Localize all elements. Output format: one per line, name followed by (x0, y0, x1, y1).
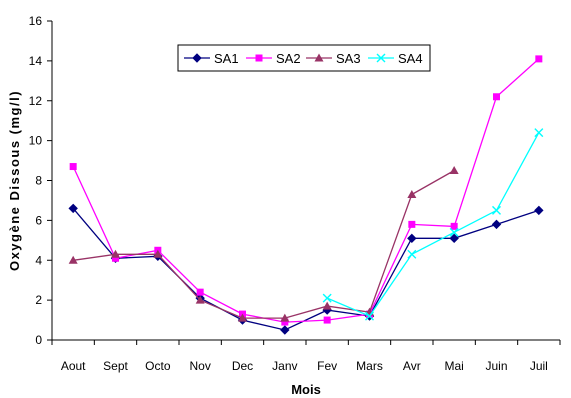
x-tick-label: Dec (232, 359, 253, 373)
series-line (326, 132, 540, 317)
data-point (407, 189, 417, 198)
x-tick-label: Mars (356, 359, 383, 373)
data-point (323, 316, 331, 324)
y-tick-label: 8 (35, 174, 42, 188)
data-point (69, 163, 77, 171)
y-axis-ticks: 0 2 4 6 8 10 12 14 16 (29, 14, 52, 347)
legend-marker (255, 54, 263, 62)
x-axis-ticks: Aout Sept Octo Nov Dec Janv Fev Mars Avr Mai Juin J… (51, 340, 561, 373)
data-point (280, 313, 290, 322)
data-point (196, 288, 204, 296)
legend-label: SA3 (336, 51, 361, 66)
data-point (238, 313, 247, 322)
y-tick-label: 2 (35, 293, 42, 307)
legend-marker (314, 53, 324, 62)
marker-stroke (322, 293, 332, 303)
data-point (534, 128, 544, 138)
data-point (534, 205, 544, 216)
legend-entry-sa4: SA4 (368, 51, 423, 66)
series-sa4 (322, 128, 544, 321)
series-layer (68, 55, 544, 335)
marker-stroke (407, 249, 417, 259)
x-tick-label: Janv (272, 359, 297, 373)
data-point (492, 205, 501, 215)
data-point (450, 222, 458, 230)
x-axis-title: Mois (291, 382, 321, 397)
series-sa3 (68, 166, 459, 322)
data-point (195, 295, 205, 304)
legend-label: SA1 (214, 51, 239, 66)
data-point (68, 203, 78, 214)
x-tick-label: Aout (61, 359, 86, 373)
series-line (73, 169, 455, 319)
marker-stroke (376, 53, 386, 63)
x-tick-label: Sept (103, 359, 128, 373)
data-point (407, 233, 417, 244)
data-point (407, 249, 417, 259)
y-tick-label: 16 (29, 14, 43, 28)
legend-marker (376, 53, 386, 63)
data-point (112, 254, 119, 262)
data-point (322, 301, 332, 310)
data-point (449, 166, 459, 175)
data-point (68, 255, 78, 264)
data-point (322, 293, 332, 303)
marker-stroke (449, 227, 459, 237)
y-tick-label: 14 (29, 54, 43, 68)
data-point (111, 249, 120, 258)
x-tick-label: Avr (403, 359, 421, 373)
data-point (408, 220, 416, 228)
data-point (365, 311, 374, 321)
y-tick-label: 4 (35, 253, 42, 267)
x-tick-label: Nov (189, 359, 210, 373)
y-tick-label: 12 (29, 94, 43, 108)
legend-label: SA4 (398, 51, 423, 66)
marker-stroke (365, 311, 374, 321)
legend-entry-sa2: SA2 (246, 51, 301, 66)
data-point (491, 219, 502, 230)
y-axis-title: Oxygène Dissous (mg/l) (7, 90, 22, 271)
series-line (72, 207, 540, 331)
x-tick-label: Octo (145, 359, 171, 373)
marker-stroke (492, 205, 501, 215)
x-tick-label: Juil (530, 359, 548, 373)
x-tick-label: Juin (485, 359, 507, 373)
legend-marker (192, 53, 202, 63)
series-sa2 (69, 55, 543, 326)
legend-entry-sa1: SA1 (184, 51, 239, 66)
data-point (153, 249, 163, 258)
x-tick-label: Fev (317, 359, 337, 373)
series-line (72, 58, 540, 323)
data-point (493, 93, 500, 101)
data-point (280, 325, 290, 335)
data-point (449, 233, 459, 244)
y-tick-label: 0 (35, 333, 42, 347)
x-tick-label: Mai (444, 359, 463, 373)
y-tick-label: 10 (29, 134, 43, 148)
y-tick-label: 6 (35, 213, 42, 227)
marker-stroke (534, 128, 544, 138)
data-point (535, 55, 543, 63)
legend-entry-sa3: SA3 (306, 51, 361, 66)
data-point (449, 227, 459, 237)
legend-label: SA2 (276, 51, 301, 66)
data-point (281, 318, 289, 326)
legend: SA1 SA2 SA3 SA4 (177, 44, 431, 72)
